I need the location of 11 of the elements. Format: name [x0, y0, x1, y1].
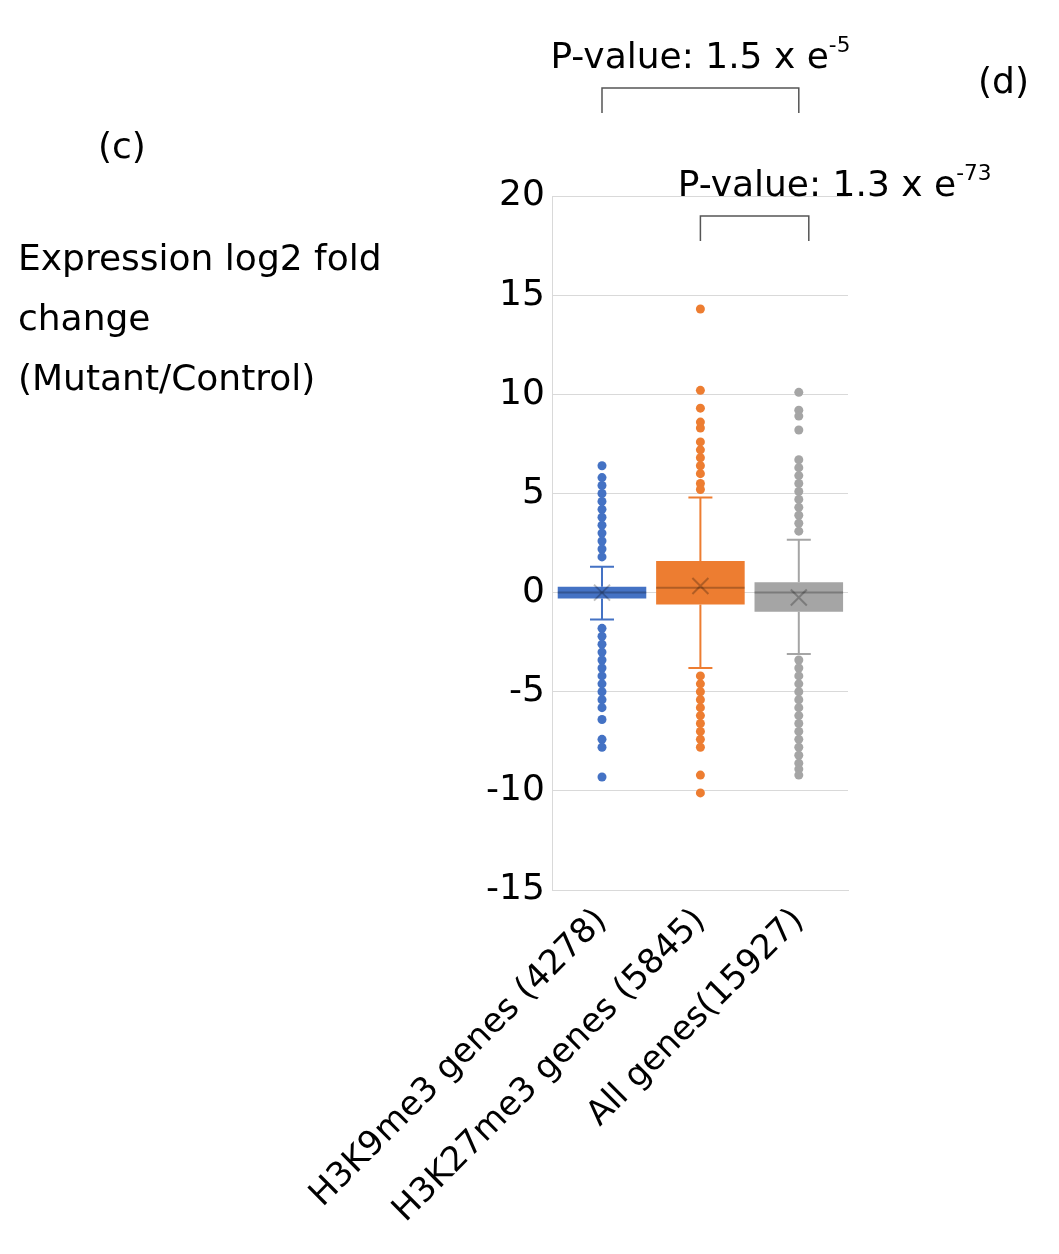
- y-tick-label: 10: [498, 370, 545, 412]
- y-tick-label: 0: [521, 568, 545, 610]
- y-tick-label: -5: [508, 668, 545, 710]
- y-tick-label: -15: [485, 866, 545, 908]
- y-tick-label: -10: [485, 767, 545, 809]
- y-tick-label: 15: [498, 271, 545, 313]
- text: (d): [978, 60, 1029, 101]
- text: (c): [98, 125, 146, 166]
- y-tick-label: 5: [521, 469, 545, 511]
- y-axis-title: Expression log2 fold change (Mutant/Control): [18, 237, 382, 398]
- y-tick-label: 20: [498, 172, 545, 214]
